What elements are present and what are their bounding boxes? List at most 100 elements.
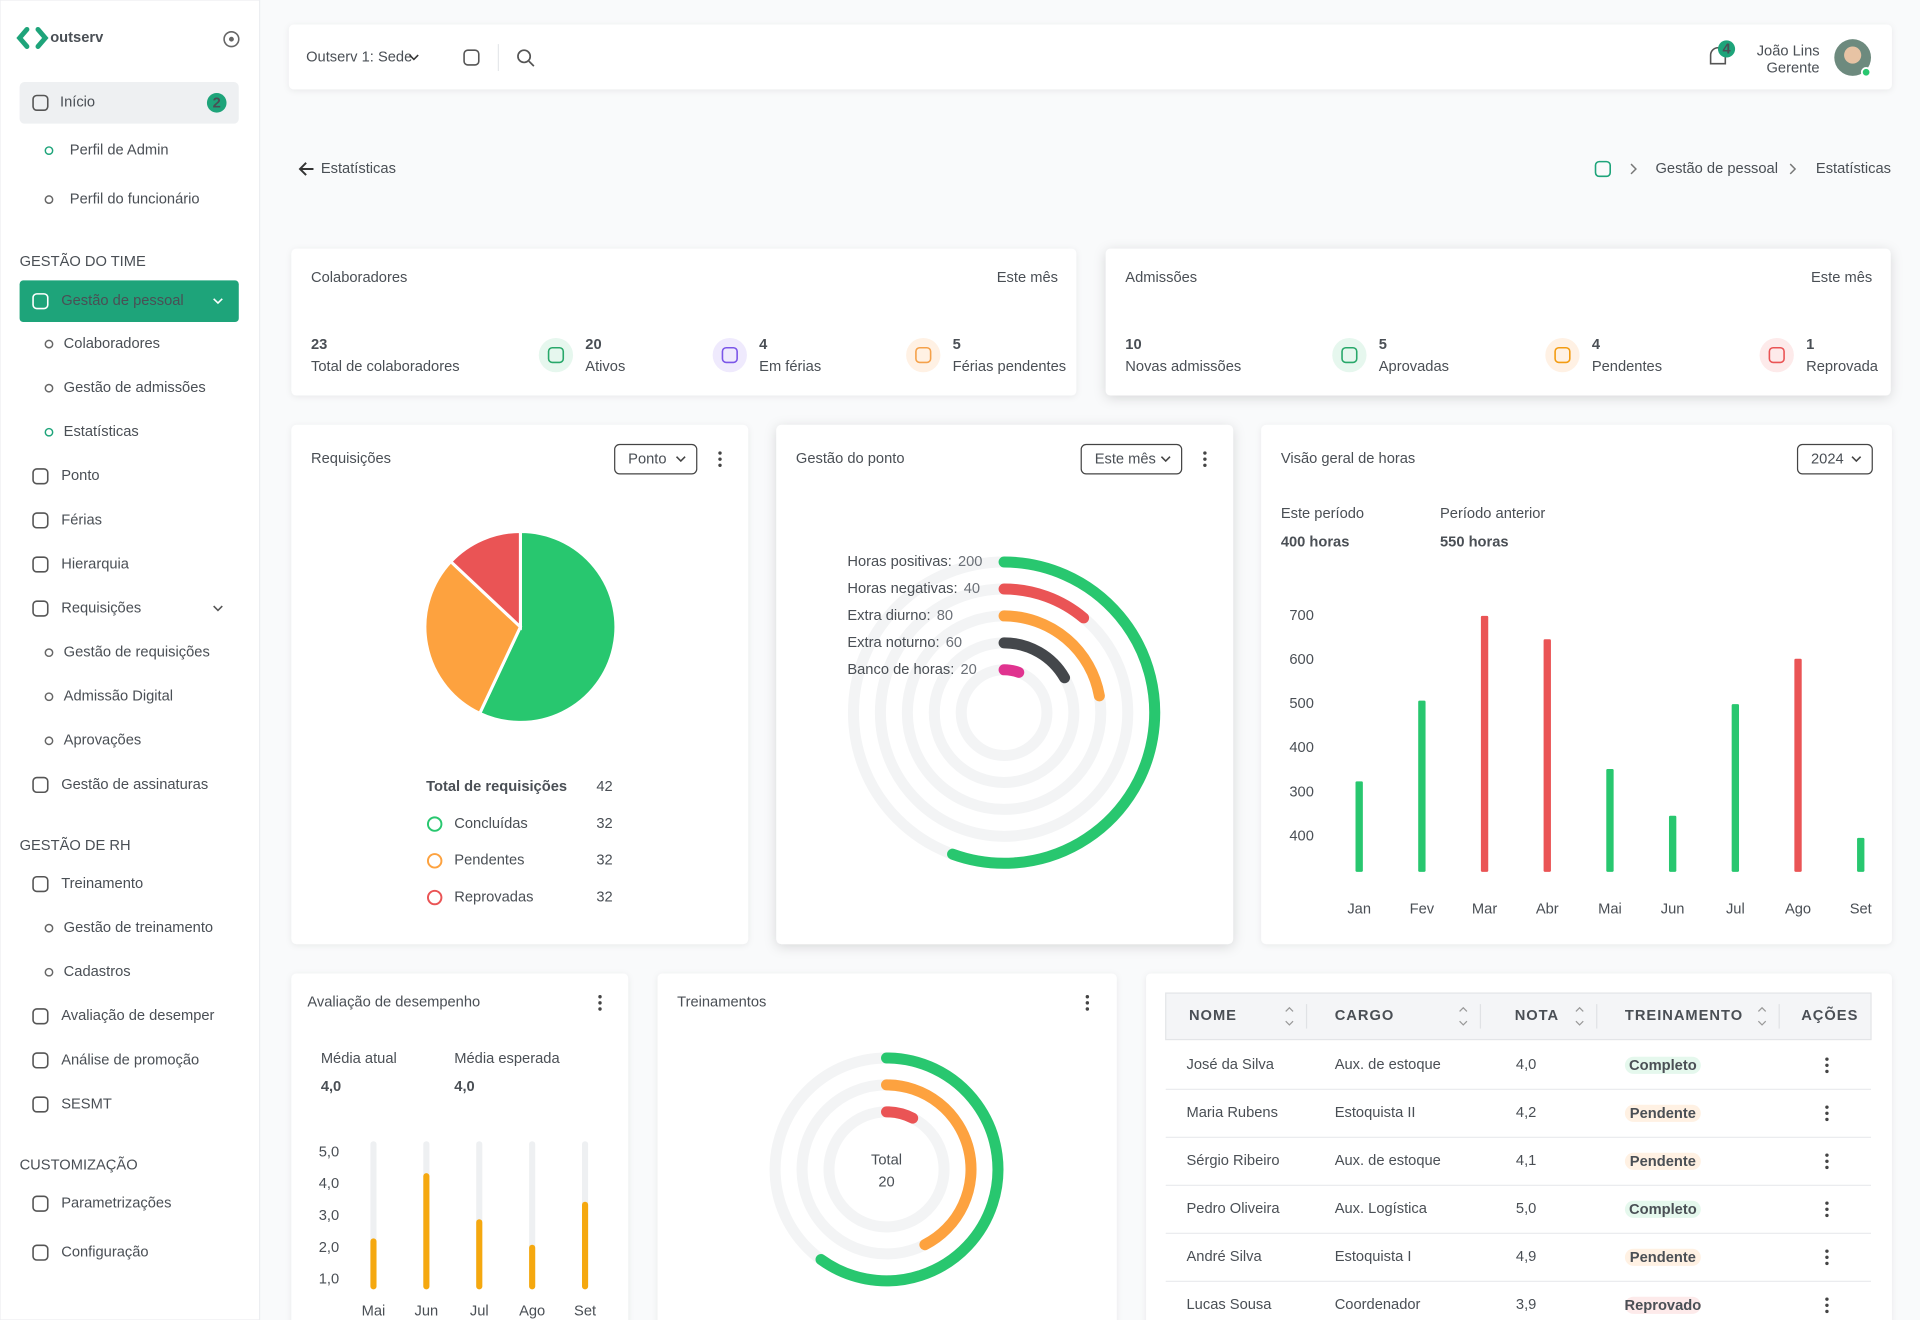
user-name: João Lins — [1757, 43, 1820, 59]
chevron — [675, 456, 686, 463]
status-dot — [1860, 67, 1872, 78]
kebab-menu[interactable] — [718, 463, 722, 468]
menu-item[interactable]: Gestão de requisições — [64, 645, 210, 661]
menu-item[interactable]: Gestão de assinaturas — [61, 777, 208, 793]
menu-item[interactable]: Configuração — [61, 1245, 148, 1261]
sort-icon[interactable] — [1575, 1006, 1584, 1012]
kebab-menu[interactable] — [1085, 995, 1090, 999]
menu-item[interactable]: Gestão de treinamento — [64, 920, 213, 936]
icon — [32, 1244, 49, 1261]
menu-item[interactable]: Requisições — [61, 600, 141, 616]
x-tick-label: Set — [574, 1303, 596, 1319]
dropdown[interactable] — [1796, 443, 1873, 475]
column-header[interactable]: TREINAMENTO — [1625, 1008, 1743, 1024]
legend-marker — [426, 853, 443, 869]
column-header[interactable]: NOME — [1189, 1008, 1237, 1024]
radial-bar — [998, 610, 1105, 702]
kebab-menu[interactable] — [1825, 1207, 1829, 1212]
kebab-menu[interactable] — [1825, 1063, 1829, 1068]
column-header[interactable]: NOTA — [1515, 1008, 1559, 1024]
unit-selector[interactable]: Outserv 1: Sede — [306, 49, 412, 65]
kebab-menu[interactable] — [1825, 1069, 1829, 1074]
kebab-menu[interactable] — [1825, 1249, 1829, 1253]
kebab-menu[interactable] — [1825, 1309, 1829, 1314]
menu-item[interactable]: Perfil do funcionário — [70, 191, 200, 207]
stat-icon — [1759, 337, 1794, 373]
menu-item[interactable]: Estatísticas — [64, 424, 139, 440]
menu-item[interactable]: Hierarquia — [61, 556, 130, 572]
menu-item[interactable]: Ponto — [61, 468, 99, 484]
kebab-menu[interactable] — [1203, 457, 1207, 461]
dropdown[interactable] — [1080, 443, 1183, 475]
kebab-menu[interactable] — [718, 457, 722, 461]
back-arrow[interactable] — [298, 162, 314, 176]
breadcrumb-sep — [1789, 163, 1797, 175]
menu-item[interactable]: Treinamento — [61, 876, 143, 892]
dropdown-label[interactable]: 2024 — [1811, 452, 1844, 468]
sort-icon[interactable] — [1459, 1006, 1468, 1012]
menu-item[interactable]: Perfil de Admin — [70, 142, 169, 158]
column-header[interactable]: CARGO — [1335, 1008, 1395, 1024]
menu-item[interactable]: Parametrizações — [61, 1196, 171, 1212]
menu-item[interactable]: Gestão de admissões — [64, 380, 206, 396]
kebab-menu[interactable] — [1825, 1111, 1829, 1116]
legend-label: Pendentes — [454, 853, 524, 869]
icon — [32, 776, 49, 794]
menu-item[interactable]: Avaliação de desemper — [61, 1008, 214, 1024]
status-pill — [1624, 1200, 1701, 1218]
kebab-menu[interactable] — [1825, 1213, 1829, 1218]
avatar-face — [1844, 46, 1862, 64]
menu-item[interactable]: Colaboradores — [64, 336, 160, 352]
kebab-menu[interactable] — [1825, 1261, 1829, 1266]
kebab-menu[interactable] — [1825, 1303, 1829, 1308]
section-label: GESTÃO DO TIME — [20, 253, 146, 270]
column-header[interactable]: AÇÕES — [1801, 1006, 1858, 1024]
kebab-menu[interactable] — [1825, 1153, 1829, 1157]
kebab-menu[interactable] — [598, 1007, 602, 1011]
kebab-menu[interactable] — [1825, 1255, 1829, 1260]
card-title: Gestão do ponto — [796, 451, 905, 467]
bullet — [44, 383, 54, 393]
menu-item[interactable]: Férias — [61, 512, 102, 528]
menu-item[interactable]: Aprovações — [64, 733, 142, 749]
menu-item[interactable]: Início — [60, 95, 95, 111]
sort-icon[interactable] — [1757, 1006, 1767, 1012]
stat-label: Em férias — [759, 359, 821, 375]
kebab-menu[interactable] — [718, 451, 722, 455]
dropdown[interactable] — [614, 443, 698, 475]
menu-item[interactable]: Análise de promoção — [61, 1052, 199, 1068]
dropdown-label[interactable]: Este mês — [1095, 452, 1156, 468]
kebab-menu[interactable] — [1825, 1165, 1829, 1170]
kebab-menu[interactable] — [1825, 1201, 1829, 1205]
card-title: Visão geral de horas — [1281, 451, 1415, 467]
cell-grade: 4,9 — [1516, 1249, 1536, 1265]
kebab-menu[interactable] — [1203, 463, 1207, 468]
bar — [370, 1238, 377, 1290]
sort-icon[interactable] — [1285, 1006, 1294, 1012]
page-title: Estatísticas — [321, 161, 396, 177]
menu-item[interactable]: Gestão de pessoal — [61, 293, 183, 309]
dropdown-label[interactable]: Ponto — [628, 452, 666, 468]
kebab-menu[interactable] — [598, 1001, 602, 1005]
kebab-menu[interactable] — [1825, 1297, 1829, 1301]
kebab-menu[interactable] — [1085, 1001, 1090, 1005]
chevron — [409, 54, 419, 61]
icon — [32, 1195, 49, 1212]
radial-label: Horas negativas: 40 — [847, 581, 980, 597]
kebab-menu[interactable] — [1825, 1159, 1829, 1164]
search-icon[interactable] — [517, 49, 532, 64]
section-label: GESTÃO DE RH — [20, 837, 131, 854]
kebab-menu[interactable] — [1825, 1057, 1829, 1061]
chevron — [1160, 456, 1171, 463]
kebab-menu[interactable] — [1085, 1007, 1090, 1011]
kpi-label: Média esperada — [454, 1051, 560, 1067]
kebab-menu[interactable] — [598, 995, 602, 999]
settings-icon[interactable] — [223, 31, 240, 48]
breadcrumb-link[interactable]: Gestão de pessoal — [1656, 161, 1778, 177]
menu-item[interactable]: Cadastros — [64, 964, 131, 980]
menu-item[interactable]: Admissão Digital — [64, 689, 173, 705]
menu-item[interactable]: SESMT — [61, 1096, 112, 1112]
kebab-menu[interactable] — [1825, 1105, 1829, 1109]
kebab-menu[interactable] — [1203, 451, 1207, 455]
kebab-menu[interactable] — [1825, 1117, 1829, 1122]
